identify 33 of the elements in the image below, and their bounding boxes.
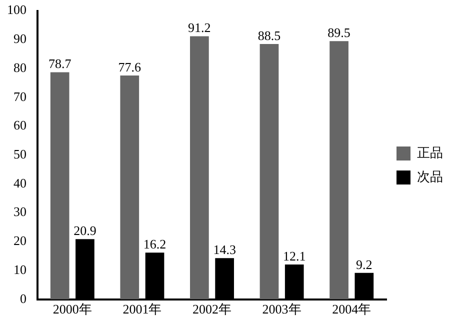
bar [330, 41, 348, 300]
bar [190, 36, 209, 300]
y-tick-label: 100 [7, 2, 26, 18]
y-tick-label: 60 [14, 118, 26, 133]
x-tick-label: 2000年 [52, 302, 92, 317]
y-tick-label: 0 [20, 290, 26, 306]
y-tick-label: 10 [14, 262, 26, 277]
y-tick-label: 40 [14, 175, 26, 190]
y-tick-label: 20 [14, 233, 26, 248]
y-tick-label: 80 [14, 60, 26, 75]
x-tick-label: 2003年 [262, 302, 302, 317]
bar [260, 44, 279, 300]
data-label: 20.9 [74, 223, 96, 238]
data-label: 91.2 [188, 20, 211, 36]
data-label: 16.2 [143, 236, 166, 252]
y-tick-label: 30 [14, 204, 26, 220]
legend-label: 正品 [417, 144, 443, 160]
x-tick-label: 2001年 [122, 302, 162, 317]
data-label: 14.3 [213, 242, 236, 258]
y-tick-label: 70 [14, 88, 26, 104]
data-label: 9.2 [356, 256, 372, 272]
x-tick-label: 2004年 [332, 302, 372, 317]
data-label: 78.7 [48, 56, 72, 72]
y-tick-label: 90 [14, 31, 26, 46]
x-tick-label: 2002年 [192, 302, 232, 317]
data-label: 77.6 [118, 59, 142, 74]
bar [50, 72, 70, 300]
y-tick-label: 50 [14, 146, 26, 162]
data-label: 88.5 [258, 28, 281, 43]
data-label: 89.5 [328, 25, 350, 40]
legend-label: 次品 [417, 168, 443, 184]
data-label: 12.1 [282, 248, 306, 264]
bar [120, 75, 140, 300]
